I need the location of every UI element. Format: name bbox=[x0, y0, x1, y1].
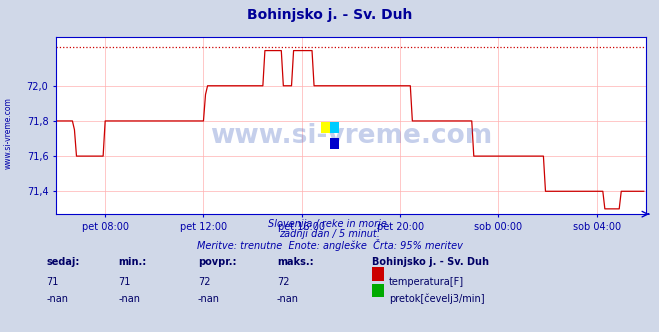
Text: 71: 71 bbox=[46, 277, 59, 287]
Text: -nan: -nan bbox=[46, 294, 68, 304]
Text: Meritve: trenutne  Enote: angleške  Črta: 95% meritev: Meritve: trenutne Enote: angleške Črta: … bbox=[196, 239, 463, 251]
Text: 72: 72 bbox=[198, 277, 210, 287]
Text: povpr.:: povpr.: bbox=[198, 257, 236, 267]
Text: www.si-vreme.com: www.si-vreme.com bbox=[210, 123, 492, 149]
Text: pretok[čevelj3/min]: pretok[čevelj3/min] bbox=[389, 294, 484, 304]
Bar bbox=[322, 122, 330, 133]
Bar bbox=[330, 122, 339, 133]
Text: -nan: -nan bbox=[198, 294, 219, 304]
Text: Slovenija / reke in morje.: Slovenija / reke in morje. bbox=[268, 219, 391, 229]
Text: sedaj:: sedaj: bbox=[46, 257, 80, 267]
Text: -nan: -nan bbox=[119, 294, 140, 304]
Text: 71: 71 bbox=[119, 277, 131, 287]
Text: 72: 72 bbox=[277, 277, 289, 287]
Text: Bohinjsko j. - Sv. Duh: Bohinjsko j. - Sv. Duh bbox=[247, 8, 412, 22]
Text: zadnji dan / 5 minut.: zadnji dan / 5 minut. bbox=[279, 229, 380, 239]
Text: min.:: min.: bbox=[119, 257, 147, 267]
Text: maks.:: maks.: bbox=[277, 257, 314, 267]
Bar bbox=[330, 138, 339, 149]
Text: www.si-vreme.com: www.si-vreme.com bbox=[3, 97, 13, 169]
Text: temperatura[F]: temperatura[F] bbox=[389, 277, 464, 287]
Text: -nan: -nan bbox=[277, 294, 299, 304]
Text: Bohinjsko j. - Sv. Duh: Bohinjsko j. - Sv. Duh bbox=[372, 257, 490, 267]
